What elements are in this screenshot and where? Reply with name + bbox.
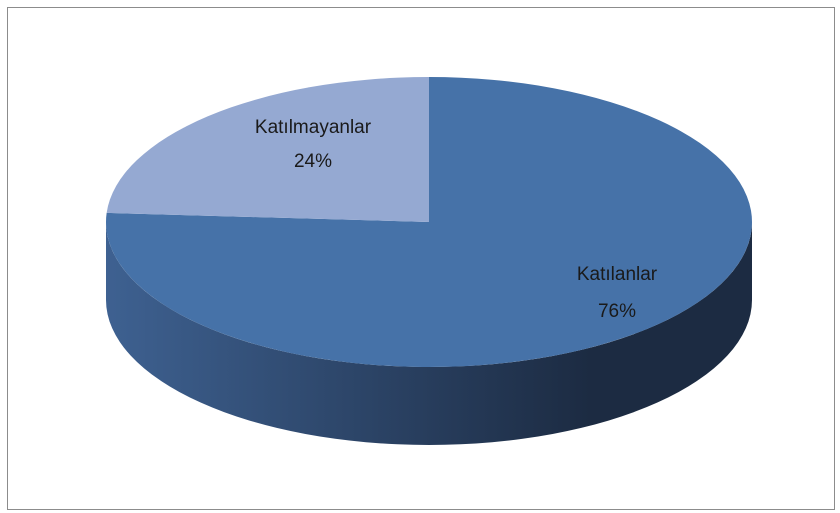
slice-label: Katılanlar xyxy=(577,264,658,285)
slice-label: Katılmayanlar xyxy=(255,117,372,138)
pie-side xyxy=(106,222,752,445)
pie-slice xyxy=(106,77,430,222)
slice-value-label: 76% xyxy=(598,301,636,322)
slice-value-label: 24% xyxy=(294,151,332,172)
